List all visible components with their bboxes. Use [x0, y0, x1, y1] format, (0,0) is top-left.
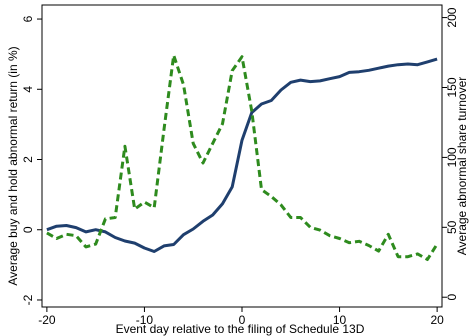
y-axis-title-left: Average buy and hold abnormal return (in… — [6, 46, 20, 285]
x-tick-label: 20 — [430, 313, 444, 327]
return-series-line — [46, 57, 438, 253]
plot-border — [41, 4, 443, 308]
x-tick-label: 0 — [239, 313, 246, 327]
y-tick-label-left: 6 — [21, 15, 35, 22]
x-tick-label: -20 — [38, 313, 56, 327]
x-tick-label: 10 — [333, 313, 347, 327]
x-tick-label: -10 — [136, 313, 154, 327]
x-axis-title: Event day relative to the filing of Sche… — [116, 322, 365, 336]
series-layer — [46, 53, 439, 261]
y-tick-label-left: 0 — [21, 226, 35, 233]
y-tick-label-right: 50 — [445, 220, 459, 234]
y-tick-label-right: 0 — [445, 294, 459, 301]
y-axis-title-right: Average abnormal share turnover — [455, 77, 469, 256]
plot-frame — [41, 4, 443, 308]
y-tick-label-left: 2 — [21, 156, 35, 163]
y-tick-label-right: 150 — [445, 77, 459, 97]
y-tick-label-left: 4 — [21, 86, 35, 93]
y-tick-label-left: -2 — [21, 294, 35, 305]
y-tick-label-right: 100 — [445, 147, 459, 167]
y-tick-label-right: 200 — [445, 7, 459, 27]
turnover-series-line — [46, 53, 439, 261]
